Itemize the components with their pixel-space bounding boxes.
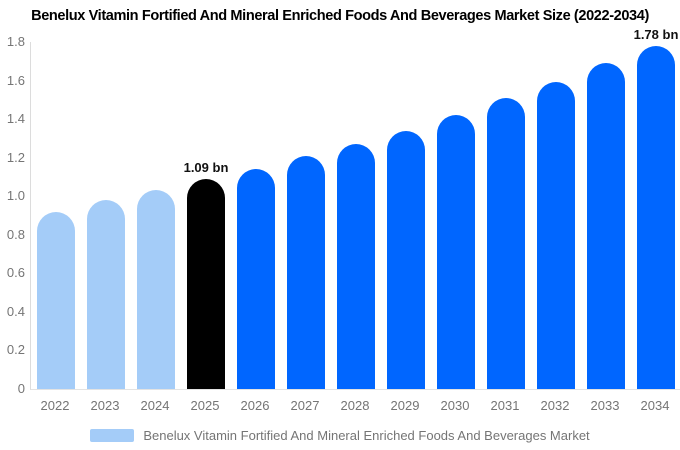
legend[interactable]: Benelux Vitamin Fortified And Mineral En… <box>0 426 680 444</box>
y-tick-label: 0.2 <box>6 342 25 358</box>
y-tick-label: 0.4 <box>6 303 25 319</box>
bar-2026[interactable] <box>237 169 275 389</box>
legend-label: Benelux Vitamin Fortified And Mineral En… <box>143 427 590 443</box>
bar-value-label-2034: 1.78 bn <box>633 27 679 42</box>
x-tick-label-2028: 2028 <box>340 398 370 413</box>
x-tick-label-2030: 2030 <box>440 398 470 413</box>
bar-2023[interactable] <box>87 200 125 389</box>
y-tick-label: 1.6 <box>6 72 25 88</box>
y-tick-label: 0 <box>17 381 25 396</box>
x-tick-label-2034: 2034 <box>640 398 670 413</box>
bar-2025[interactable] <box>187 179 225 389</box>
bar-value-label-2025: 1.09 bn <box>183 160 229 175</box>
y-tick-label: 0.6 <box>6 265 25 281</box>
x-tick-label-2033: 2033 <box>590 398 620 413</box>
x-tick-label-2023: 2023 <box>90 398 120 413</box>
chart-title: Benelux Vitamin Fortified And Mineral En… <box>31 7 649 24</box>
y-tick-label: 1.8 <box>6 34 25 49</box>
legend-swatch-icon <box>90 428 135 442</box>
x-tick-label-2022: 2022 <box>40 398 70 413</box>
y-tick-label: 1.4 <box>6 111 25 127</box>
x-tick-label-2027: 2027 <box>290 398 320 413</box>
bar-2029[interactable] <box>387 131 425 389</box>
bar-2033[interactable] <box>587 63 625 389</box>
x-tick-label-2029: 2029 <box>390 398 420 413</box>
chart-area: 1.09 bn 1.78 bn 0 0.2 0.4 0.6 0.8 1.0 1.2 1.4 1.6… <box>0 27 680 422</box>
x-tick-label-2031: 2031 <box>490 398 520 413</box>
bar-2027[interactable] <box>287 156 325 389</box>
plot-area: 1.09 bn 1.78 bn <box>30 27 680 390</box>
bar-2030[interactable] <box>437 115 475 389</box>
y-tick-label: 1.0 <box>6 188 25 204</box>
x-tick-label-2025: 2025 <box>190 398 220 413</box>
x-tick-label-2024: 2024 <box>140 398 170 413</box>
y-tick-label: 1.2 <box>6 149 25 165</box>
y-tick-label: 0.8 <box>6 226 25 242</box>
bar-2022[interactable] <box>37 212 75 389</box>
bar-2034[interactable] <box>637 46 675 389</box>
bar-2031[interactable] <box>487 98 525 389</box>
x-tick-label-2026: 2026 <box>240 398 270 413</box>
bar-2032[interactable] <box>537 82 575 389</box>
bar-2028[interactable] <box>337 144 375 389</box>
bar-2024[interactable] <box>137 190 175 389</box>
x-tick-label-2032: 2032 <box>540 398 570 413</box>
